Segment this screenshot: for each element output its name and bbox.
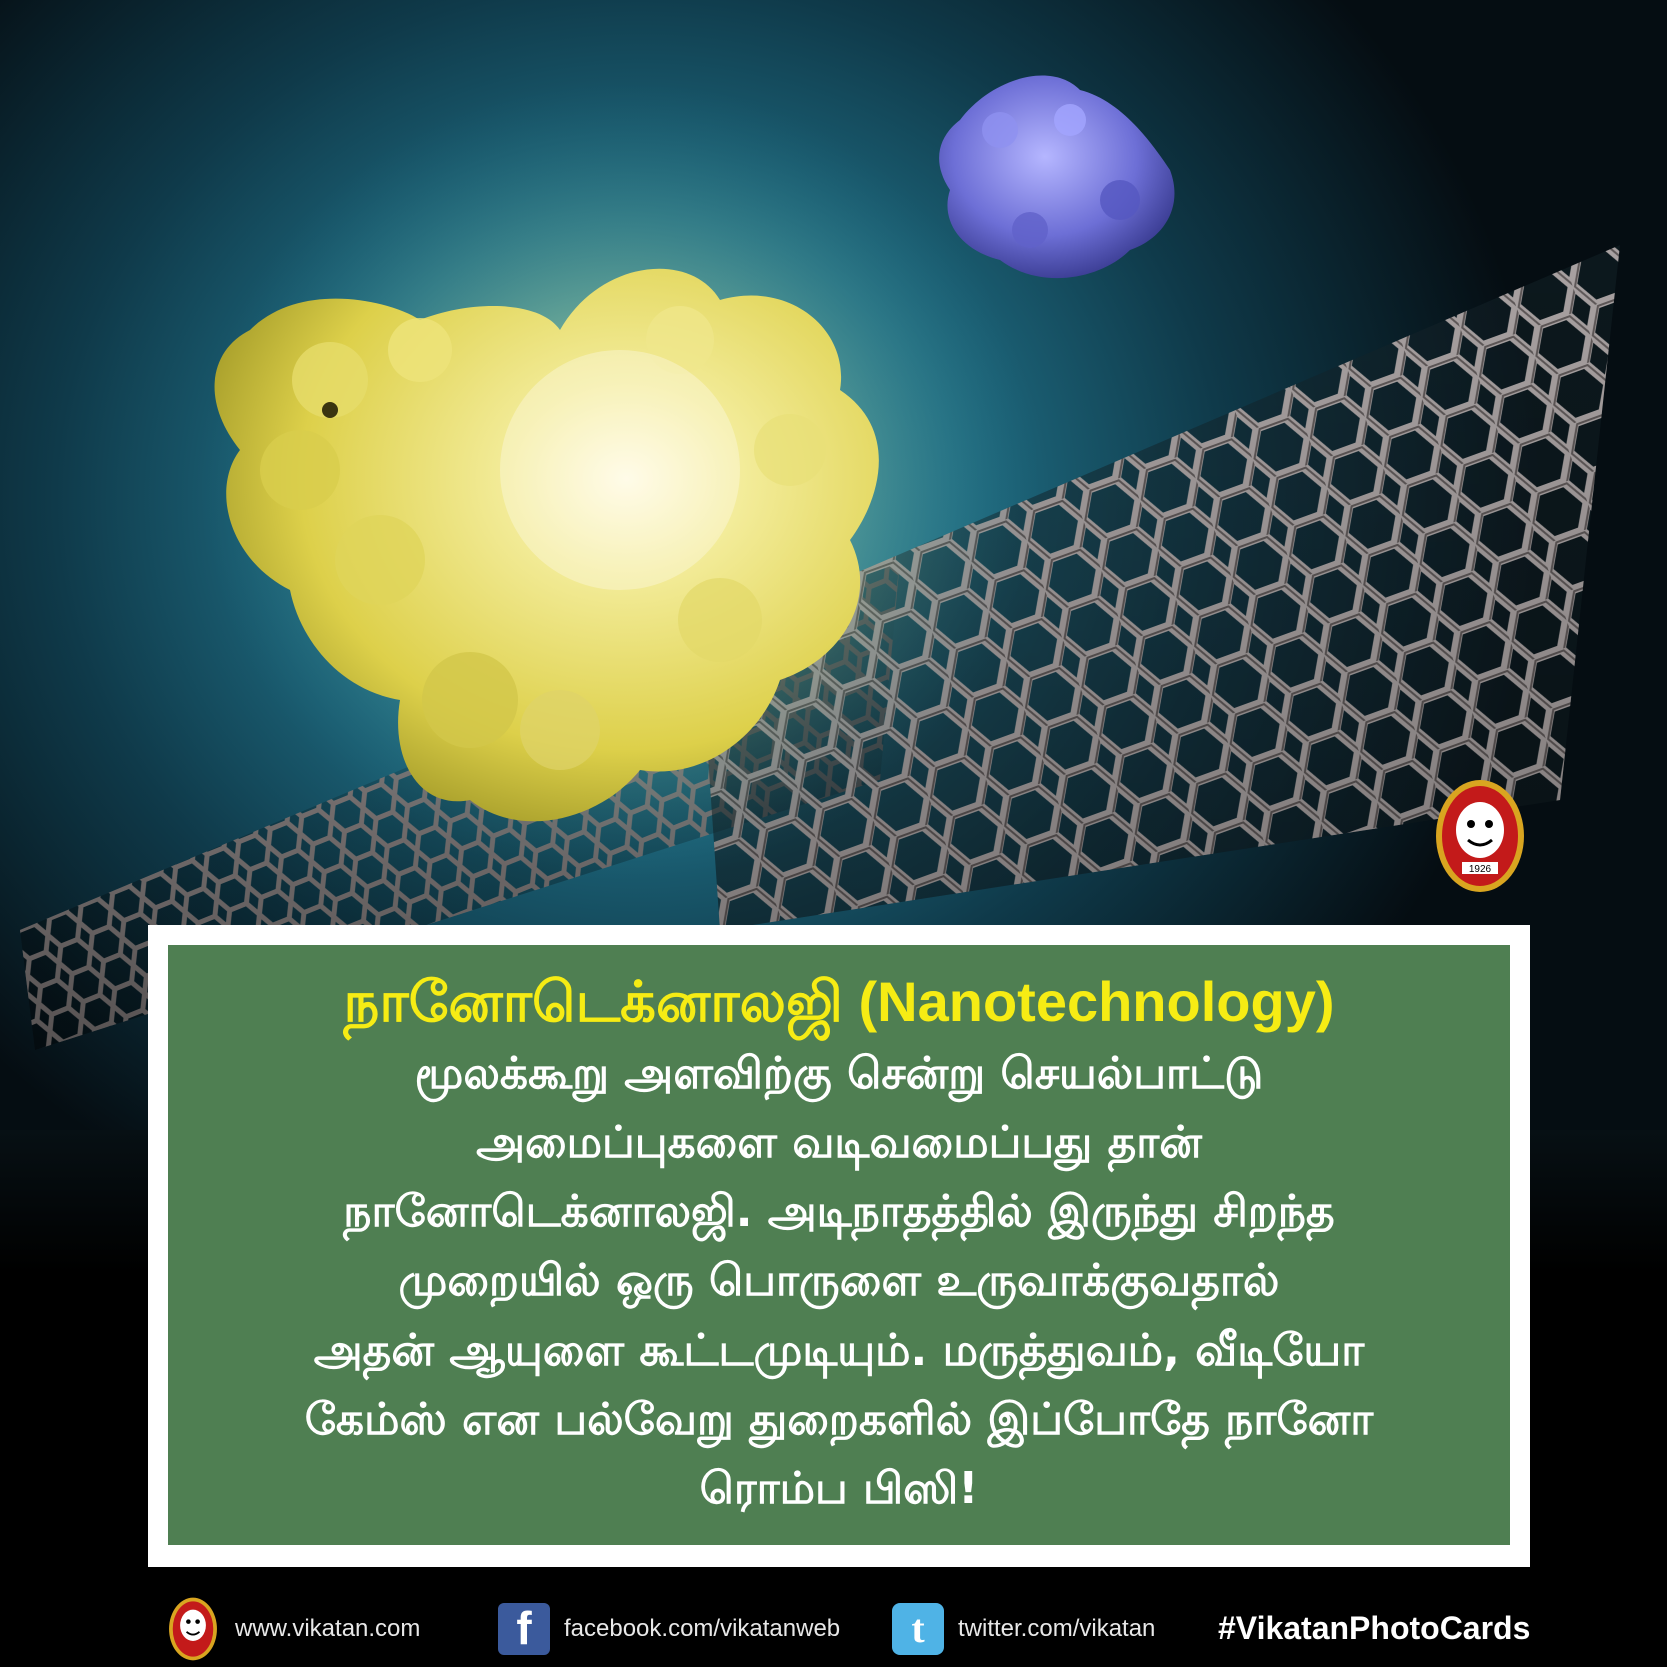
footer-hashtag[interactable]: #VikatanPhotoCards [1218, 1590, 1530, 1667]
body-line: ரொம்ப பிஸி! [699, 1462, 979, 1514]
body-line: அமைப்புகளை வடிவமைப்பது தான் [476, 1117, 1202, 1169]
text-panel-inner: நானோடெக்னாலஜி (Nanotechnology) மூலக்கூறு… [168, 945, 1510, 1545]
vikatan-logo-icon: 1926 [1436, 780, 1524, 892]
footer-twitter[interactable]: t twitter.com/vikatan [892, 1590, 1155, 1667]
website-link[interactable]: www.vikatan.com [235, 1614, 421, 1642]
footer-website[interactable]: www.vikatan.com [165, 1590, 420, 1667]
blue-protein-molecule [939, 75, 1175, 279]
body-line: மூலக்கூறு அளவிற்கு சென்று செயல்பாட்டு [414, 1048, 1264, 1100]
svg-text:1926: 1926 [1469, 864, 1492, 875]
body-line: கேம்ஸ் என பல்வேறு துறைகளில் இப்போதே நானோ [304, 1393, 1374, 1445]
body-text: மூலக்கூறு அளவிற்கு சென்று செயல்பாட்டு அம… [305, 1039, 1374, 1523]
headline-tamil: நானோடெக்னாலஜி [343, 970, 843, 1034]
body-line: முறையில் ஒரு பொருளை உருவாக்குவதால் [398, 1255, 1280, 1307]
hashtag-text[interactable]: #VikatanPhotoCards [1218, 1610, 1531, 1646]
facebook-icon: f [498, 1602, 550, 1655]
body-line: நானோடெக்னாலஜி. அடிநாதத்தில் இருந்து சிறந… [343, 1186, 1335, 1238]
body-line: அதன் ஆயுளை கூட்டமுடியும். மருத்துவம், வீ… [313, 1324, 1365, 1376]
headline: நானோடெக்னாலஜி (Nanotechnology) [343, 967, 1334, 1037]
footer-bar: www.vikatan.com f facebook.com/vikatanwe… [0, 1590, 1667, 1667]
nanotech-illustration: 1926 [20, 75, 1620, 1050]
twitter-link[interactable]: twitter.com/vikatan [958, 1614, 1156, 1642]
yellow-protein-molecule [214, 268, 879, 822]
headline-english: (Nanotechnology) [858, 970, 1335, 1034]
text-panel: நானோடெக்னாலஜி (Nanotechnology) மூலக்கூறு… [148, 925, 1530, 1567]
facebook-link[interactable]: facebook.com/vikatanweb [564, 1614, 841, 1642]
footer-facebook[interactable]: f facebook.com/vikatanweb [498, 1590, 840, 1667]
vikatan-logo-icon [169, 1597, 217, 1660]
twitter-icon: t [892, 1602, 944, 1655]
